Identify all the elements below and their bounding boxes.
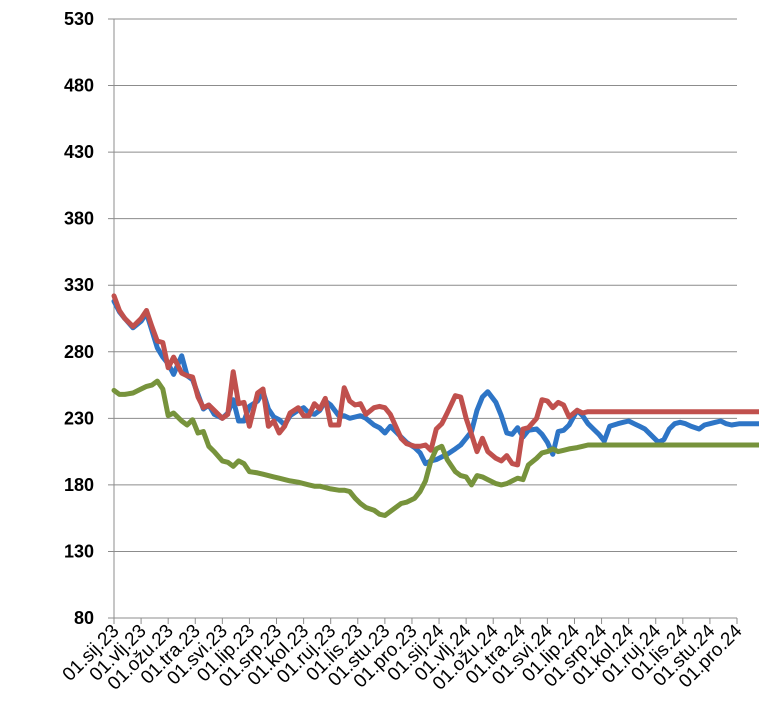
y-tick-label: 230	[64, 408, 94, 428]
y-tick-label: 530	[64, 9, 94, 29]
series-lines	[111, 293, 759, 518]
y-tick-label: 330	[64, 275, 94, 295]
y-tick-label: 280	[64, 342, 94, 362]
y-tick-label: 380	[64, 209, 94, 229]
gridlines	[108, 18, 737, 619]
series-line-3	[111, 378, 759, 518]
y-axis: 80 130 180 230 280 330 380 430 480 530	[64, 9, 115, 628]
y-tick-label: 480	[64, 76, 94, 96]
y-tick-label: 130	[64, 541, 94, 561]
series-line-2	[111, 293, 759, 468]
series-line-1	[111, 298, 759, 467]
y-tick-label: 180	[64, 475, 94, 495]
x-axis: 01.sij.2301.vlj.2301.ožu.2301.tra.2301.s…	[59, 617, 747, 695]
y-tick-label: 80	[74, 608, 94, 628]
y-tick-label: 430	[64, 142, 94, 162]
